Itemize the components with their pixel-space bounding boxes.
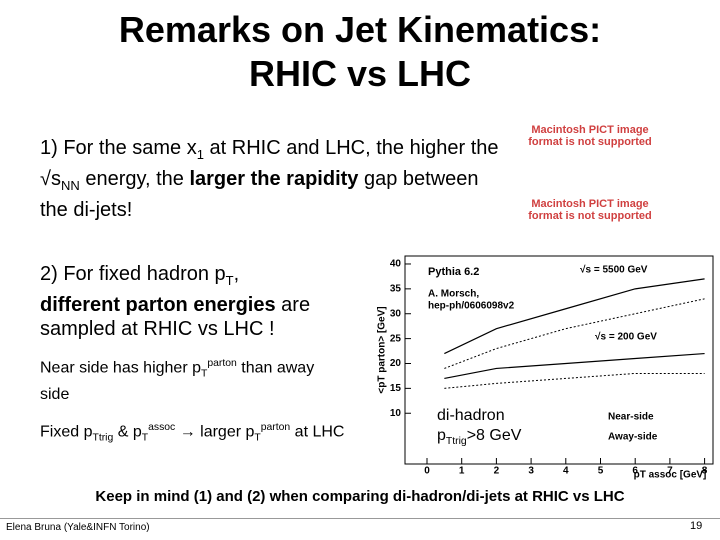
y-tick-label: 20: [390, 358, 402, 369]
text: different parton energies: [40, 294, 276, 316]
summary: Keep in mind (1) and (2) when comparing …: [95, 488, 625, 505]
text: p: [437, 427, 446, 444]
text: than away side: [40, 359, 315, 403]
text: Near side has higher p: [40, 359, 201, 377]
x-axis-label: pT assoc [GeV]: [634, 470, 707, 480]
y-tick-label: 40: [390, 259, 402, 270]
text: Fixed p: [40, 423, 93, 441]
text: parton: [207, 358, 237, 369]
text: energy, the: [79, 168, 190, 190]
pict-placeholder: Macintosh PICT image format is not suppo…: [528, 198, 652, 222]
annotation: A. Morsch,: [428, 289, 479, 300]
text: gap between the di-jets!: [40, 168, 479, 221]
text: Ttrig: [92, 432, 114, 444]
x-tick-label: 5: [598, 466, 604, 477]
x-tick-label: 6: [632, 466, 638, 477]
y-tick-label: 35: [390, 283, 402, 294]
y-tick-label: 15: [390, 383, 402, 394]
text: assoc: [148, 422, 176, 433]
figure-overlay: di-hadron pTtrig>8 GeV: [437, 406, 557, 452]
plot-frame: [404, 255, 714, 465]
annotation: Near-side: [608, 412, 654, 423]
title-line: Remarks on Jet Kinematics:: [118, 9, 602, 50]
pict-placeholder: Macintosh PICT image format is not suppo…: [528, 124, 652, 148]
x-tick-label: 7: [667, 466, 673, 477]
figure: <pT parton> [GeV] pT assoc [GeV] Pythia …: [377, 255, 714, 480]
footer-rule: [0, 518, 720, 519]
curve: [444, 298, 705, 369]
note-2: Fixed pTtrig & pTassoc → larger pTparton…: [40, 418, 360, 449]
text: di-hadron: [437, 407, 505, 424]
text: T: [141, 432, 149, 444]
title-line: RHIC vs LHC: [248, 53, 472, 94]
x-tick-label: 1: [459, 466, 465, 477]
text: → larger p: [175, 423, 255, 441]
title: Remarks on Jet Kinematics: RHIC vs LHC: [0, 8, 720, 96]
text: ,: [233, 263, 240, 285]
text: >8 GeV: [466, 427, 522, 444]
text: T: [200, 368, 208, 380]
y-tick-label: 10: [390, 408, 402, 419]
text: parton: [260, 422, 291, 433]
text: are sampled at RHIC vs LHC !: [40, 294, 311, 340]
x-tick-label: 3: [528, 466, 534, 477]
text: at LHC: [290, 423, 345, 441]
text: T: [254, 432, 261, 444]
x-tick-label: 0: [424, 466, 430, 477]
point-1: 1) For the same x1 at RHIC and LHC, the …: [40, 136, 500, 222]
text: 1) For the same x: [40, 137, 197, 159]
text: 1: [196, 147, 204, 162]
text: Ttrig: [445, 436, 467, 448]
x-tick-label: 4: [563, 466, 569, 477]
y-tick-label: 25: [390, 333, 402, 344]
annotation: √s = 5500 GeV: [580, 265, 648, 276]
note-1: Near side has higher pTparton than away …: [40, 354, 330, 405]
text: & p: [113, 423, 142, 441]
annotation: √s = 200 GeV: [595, 332, 657, 343]
text: larger the rapidity: [189, 168, 359, 190]
page-number: 19: [690, 520, 703, 532]
curve: [444, 352, 705, 380]
annotation: hep-ph/0606098v2: [428, 301, 515, 312]
x-tick-label: 8: [702, 466, 708, 477]
y-tick-label: 30: [390, 308, 402, 319]
text: NN: [60, 178, 80, 193]
curve: [444, 372, 705, 389]
footer-author: Elena Bruna (Yale&INFN Torino): [6, 522, 150, 533]
x-tick-label: 2: [494, 466, 500, 477]
text: T: [225, 273, 234, 288]
curve: [444, 278, 705, 355]
y-axis-label: <pT parton> [GeV]: [377, 306, 388, 393]
annotation: Away-side: [608, 432, 658, 443]
point-2: 2) For fixed hadron pT, different parton …: [40, 262, 380, 341]
text: 2) For fixed hadron p: [40, 263, 226, 285]
text: at RHIC and LHC, the higher the √s: [40, 137, 499, 190]
annotation: Pythia 6.2: [428, 266, 479, 278]
